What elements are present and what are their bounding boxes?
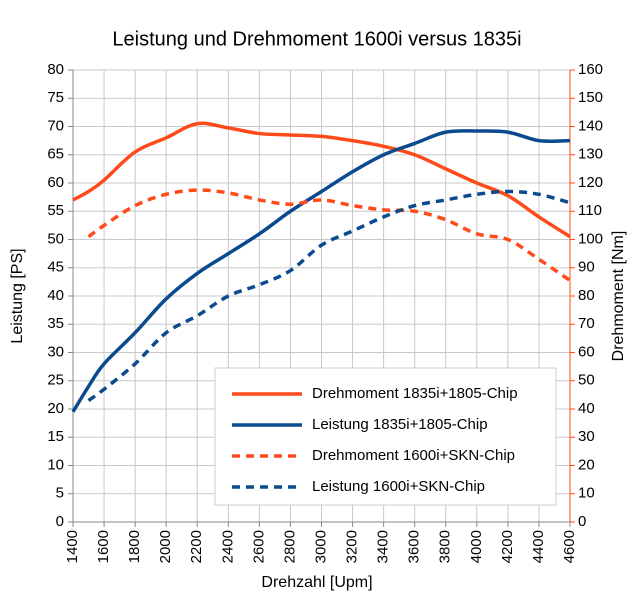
y-tick-label: 30 (47, 343, 64, 360)
x-tick-label: 1800 (126, 530, 143, 563)
chart-title: Leistung und Drehmoment 1600i versus 183… (112, 28, 521, 50)
legend-label: Leistung 1835i+1805-Chip (312, 416, 488, 433)
y-tick-label: 80 (47, 61, 64, 78)
legend-label: Leistung 1600i+SKN-Chip (312, 478, 485, 495)
y-tick-label: 70 (47, 117, 64, 134)
y2-axis-label: Drehmoment [Nm] (610, 231, 627, 362)
y2-tick-label: 90 (578, 259, 595, 276)
legend-label: Drehmoment 1835i+1805-Chip (312, 385, 518, 402)
series-line (87, 188, 571, 282)
x-tick-label: 2600 (250, 530, 267, 563)
y-tick-label: 0 (56, 513, 64, 530)
y-tick-label: 45 (47, 259, 64, 276)
x-tick-label: 1600 (95, 530, 112, 563)
y-tick-label: 50 (47, 230, 64, 247)
y2-tick-label: 150 (578, 89, 603, 106)
y-tick-label: 75 (47, 89, 64, 106)
y-tick-label: 10 (47, 456, 64, 473)
y2-tick-label: 80 (578, 287, 595, 304)
x-tick-label: 2200 (188, 530, 205, 563)
series-line (72, 121, 571, 239)
y-tick-label: 25 (47, 372, 64, 389)
x-tick-label: 1400 (64, 530, 81, 563)
y2-tick-label: 100 (578, 230, 603, 247)
y2-tick-label: 30 (578, 428, 595, 445)
x-tick-label: 4600 (561, 530, 578, 563)
y-tick-label: 5 (56, 485, 64, 502)
y-tick-label: 20 (47, 400, 64, 417)
y2-tick-label: 40 (578, 400, 595, 417)
y-tick-label: 55 (47, 202, 64, 219)
x-tick-label: 3000 (312, 530, 329, 563)
y2-tick-label: 0 (578, 513, 586, 530)
x-tick-label: 3600 (406, 530, 423, 563)
y-tick-label: 35 (47, 315, 64, 332)
y2-tick-label: 10 (578, 485, 595, 502)
y2-tick-label: 110 (578, 202, 602, 219)
y-tick-label: 60 (47, 174, 64, 191)
y2-tick-label: 160 (578, 61, 603, 78)
y-axis-label: Leistung [PS] (9, 248, 26, 343)
legend-box (214, 367, 557, 506)
x-tick-label: 2800 (281, 530, 298, 563)
y2-tick-label: 120 (578, 174, 603, 191)
y2-tick-label: 140 (578, 117, 603, 134)
x-tick-label: 3800 (437, 530, 454, 563)
y-tick-label: 65 (47, 146, 64, 163)
legend-label: Drehmoment 1600i+SKN-Chip (312, 447, 515, 464)
series-line (87, 189, 571, 402)
x-tick-label: 4400 (530, 530, 547, 563)
y-tick-label: 40 (47, 287, 64, 304)
y2-tick-label: 130 (578, 146, 603, 163)
x-tick-label: 2400 (219, 530, 236, 563)
y2-tick-label: 50 (578, 372, 595, 389)
y2-tick-label: 70 (578, 315, 595, 332)
x-tick-label: 4000 (468, 530, 485, 563)
y2-tick-label: 60 (578, 343, 595, 360)
y2-tick-label: 20 (578, 456, 595, 473)
x-axis-label: Drehzahl [Upm] (261, 574, 372, 591)
y-tick-label: 15 (47, 428, 64, 445)
x-tick-label: 3400 (375, 530, 392, 563)
x-tick-label: 4200 (499, 530, 516, 563)
x-tick-label: 3200 (344, 530, 361, 563)
x-tick-label: 2000 (157, 530, 174, 563)
